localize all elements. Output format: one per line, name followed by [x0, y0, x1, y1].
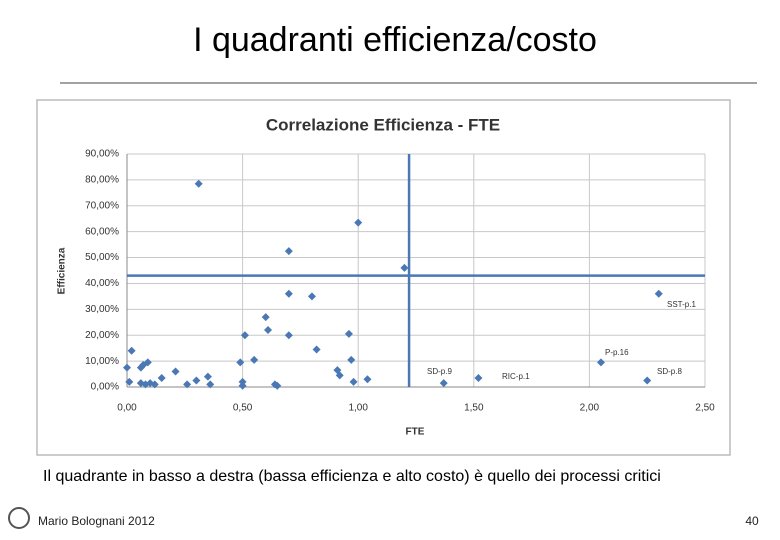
point [127, 346, 136, 355]
point [192, 376, 201, 385]
point [183, 380, 192, 389]
slide-title: I quadranti efficienza/costo [193, 21, 597, 59]
point [354, 218, 363, 227]
point [238, 381, 247, 390]
x-tick-label: 0,00 [117, 403, 137, 414]
point [203, 372, 212, 381]
point [206, 380, 215, 389]
point [349, 377, 358, 386]
y-tick-label: 90,00% [85, 149, 119, 160]
annotation: SD-p.8 [657, 367, 682, 376]
point [312, 345, 321, 354]
y-tick-label: 80,00% [85, 175, 119, 186]
point [123, 363, 131, 372]
point [307, 292, 316, 301]
point [250, 355, 259, 364]
point [363, 375, 372, 384]
point [400, 263, 409, 272]
page-number: 40 [745, 514, 759, 528]
x-tick-label: 2,00 [580, 403, 600, 414]
point [261, 313, 270, 322]
chart-title: Correlazione Efficienza - FTE [266, 115, 500, 134]
point [344, 329, 353, 338]
point [157, 373, 166, 382]
caption: Il quadrante in basso a destra (bassa ef… [43, 468, 661, 485]
point [654, 289, 663, 298]
y-tick-label: 60,00% [85, 226, 119, 237]
point [194, 179, 203, 188]
x-tick-label: 0,50 [233, 403, 253, 414]
point [643, 376, 652, 385]
point [284, 331, 293, 340]
point [284, 289, 293, 298]
x-tick-label: 1,50 [464, 403, 484, 414]
y-tick-label: 50,00% [85, 252, 119, 263]
y-tick-label: 20,00% [85, 330, 119, 341]
chart-frame [36, 99, 731, 456]
annotation: RIC-p.1 [502, 372, 530, 381]
logo [8, 507, 30, 529]
point [439, 379, 448, 388]
footer: Mario Bolognani 2012 [38, 514, 155, 528]
point [150, 380, 159, 389]
y-tick-label: 70,00% [85, 200, 119, 211]
point [143, 358, 152, 367]
y-tick-label: 10,00% [85, 356, 119, 367]
point [125, 377, 134, 386]
annotation: SST-p.1 [667, 300, 696, 309]
x-tick-label: 1,00 [348, 403, 368, 414]
point [596, 358, 605, 367]
annotation: SD-p.9 [427, 367, 452, 376]
point [347, 355, 356, 364]
y-axis-label: Efficienza [57, 247, 68, 294]
point [273, 381, 282, 390]
point [284, 247, 293, 256]
x-tick-label: 2,50 [695, 403, 715, 414]
point [474, 373, 483, 382]
point [171, 367, 180, 376]
x-axis-label: FTE [406, 427, 425, 438]
y-tick-label: 0,00% [91, 382, 119, 393]
annotation: P-p.16 [605, 348, 629, 357]
y-tick-label: 30,00% [85, 304, 119, 315]
point [335, 371, 344, 380]
point [264, 326, 273, 335]
point [240, 331, 249, 340]
point [236, 358, 245, 367]
y-tick-label: 40,00% [85, 278, 119, 289]
